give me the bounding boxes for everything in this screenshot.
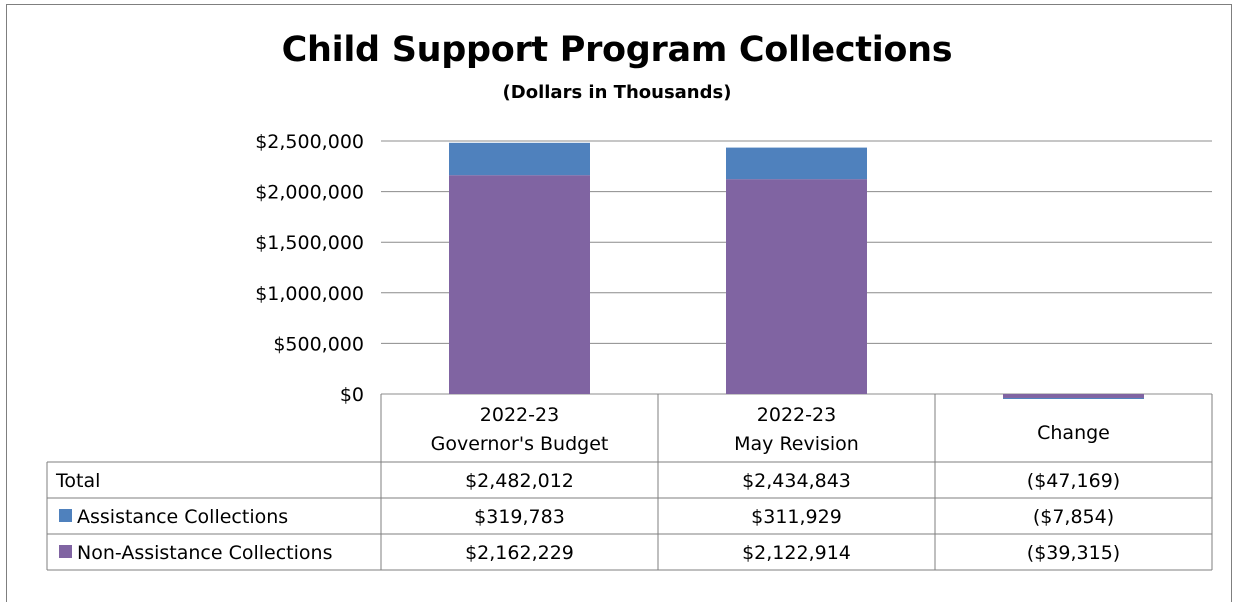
bar-assistance-collections <box>726 147 867 180</box>
category-label: 2022-23 <box>480 404 559 426</box>
table-cell: $319,783 <box>474 506 565 528</box>
category-label: 2022-23 <box>757 404 836 426</box>
category-label: May Revision <box>734 433 859 455</box>
y-tick-label: $1,500,000 <box>255 232 364 254</box>
table-cell: ($7,854) <box>1033 506 1114 528</box>
table-row-label: Total <box>55 470 100 492</box>
bar-assistance-collections <box>1003 397 1144 399</box>
table-cell: ($47,169) <box>1027 470 1120 492</box>
table-row-label: Assistance Collections <box>77 506 288 528</box>
chart-frame <box>6 4 1232 602</box>
bar-assistance-collections <box>449 142 590 176</box>
bar-non-assistance-collections <box>449 175 590 394</box>
category-label: Governor's Budget <box>431 433 609 455</box>
table-row-label: Non-Assistance Collections <box>77 542 332 564</box>
category-label: Change <box>1037 422 1110 444</box>
y-tick-label: $0 <box>340 384 364 406</box>
y-tick-label: $500,000 <box>273 333 364 355</box>
table-cell: $2,122,914 <box>742 542 851 564</box>
y-tick-label: $2,500,000 <box>255 131 364 153</box>
y-tick-label: $1,000,000 <box>255 283 364 305</box>
table-cell: $2,482,012 <box>465 470 574 492</box>
bar-non-assistance-collections <box>1003 394 1144 398</box>
chart-title: Child Support Program Collections <box>281 30 953 70</box>
bar-non-assistance-collections <box>726 179 867 394</box>
legend-swatch <box>59 545 72 558</box>
chart-subtitle: (Dollars in Thousands) <box>502 82 732 103</box>
table-cell: $2,434,843 <box>742 470 851 492</box>
legend-swatch <box>59 509 72 522</box>
y-tick-label: $2,000,000 <box>255 182 364 204</box>
table-cell: $311,929 <box>751 506 842 528</box>
table-cell: ($39,315) <box>1027 542 1120 564</box>
table-cell: $2,162,229 <box>465 542 574 564</box>
